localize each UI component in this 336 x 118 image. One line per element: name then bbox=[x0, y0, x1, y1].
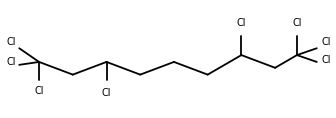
Text: Cl: Cl bbox=[102, 88, 111, 98]
Text: Cl: Cl bbox=[237, 18, 246, 28]
Text: Cl: Cl bbox=[6, 57, 16, 67]
Text: Cl: Cl bbox=[292, 18, 302, 28]
Text: Cl: Cl bbox=[322, 37, 331, 47]
Text: Cl: Cl bbox=[322, 55, 331, 65]
Text: Cl: Cl bbox=[34, 86, 44, 96]
Text: Cl: Cl bbox=[6, 37, 16, 47]
